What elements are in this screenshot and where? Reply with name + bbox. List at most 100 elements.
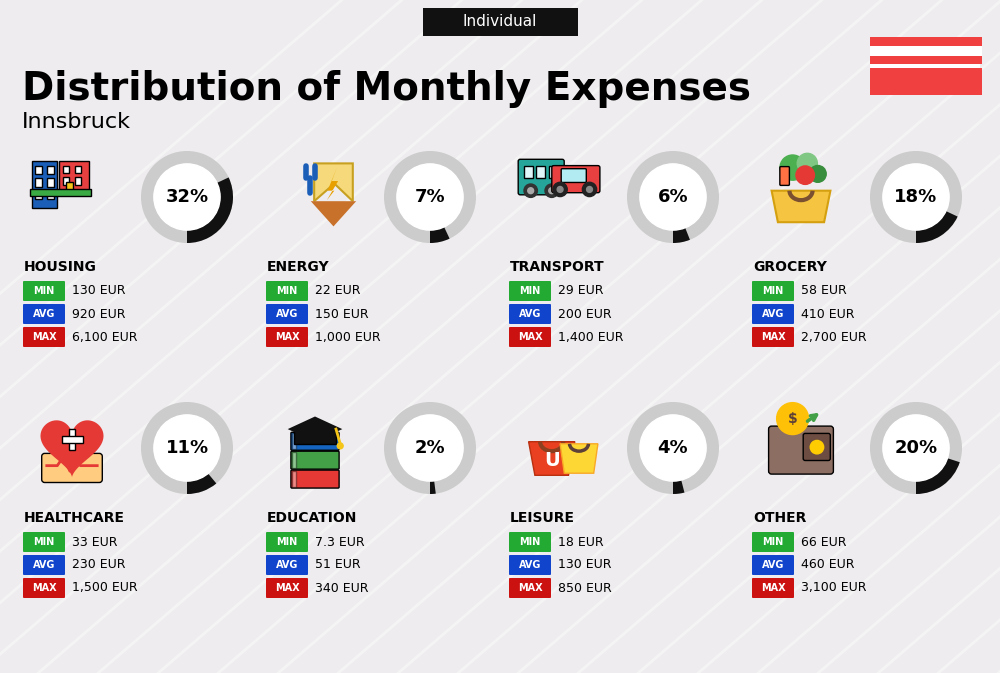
- Text: MIN: MIN: [33, 537, 55, 547]
- Text: AVG: AVG: [276, 560, 298, 570]
- Text: TRANSPORT: TRANSPORT: [510, 260, 605, 274]
- FancyBboxPatch shape: [66, 182, 73, 190]
- FancyBboxPatch shape: [23, 532, 65, 552]
- FancyBboxPatch shape: [266, 578, 308, 598]
- Wedge shape: [916, 458, 960, 494]
- Circle shape: [640, 415, 706, 481]
- FancyBboxPatch shape: [870, 38, 980, 68]
- Circle shape: [797, 153, 817, 174]
- FancyBboxPatch shape: [266, 327, 308, 347]
- FancyBboxPatch shape: [769, 426, 833, 474]
- Text: Distribution of Monthly Expenses: Distribution of Monthly Expenses: [22, 70, 751, 108]
- Text: 18 EUR: 18 EUR: [558, 536, 604, 548]
- Text: MIN: MIN: [762, 537, 784, 547]
- Text: 1,500 EUR: 1,500 EUR: [72, 581, 138, 594]
- FancyBboxPatch shape: [292, 452, 296, 468]
- FancyBboxPatch shape: [294, 431, 336, 444]
- FancyBboxPatch shape: [509, 578, 551, 598]
- FancyBboxPatch shape: [291, 432, 339, 450]
- Circle shape: [777, 402, 809, 435]
- FancyBboxPatch shape: [752, 327, 794, 347]
- Text: AVG: AVG: [33, 560, 55, 570]
- Text: HOUSING: HOUSING: [24, 260, 97, 274]
- FancyBboxPatch shape: [59, 162, 89, 190]
- Circle shape: [587, 186, 592, 192]
- FancyBboxPatch shape: [870, 68, 982, 95]
- Text: 230 EUR: 230 EUR: [72, 559, 126, 571]
- Polygon shape: [772, 190, 830, 222]
- Circle shape: [524, 184, 537, 197]
- Circle shape: [397, 164, 463, 230]
- Wedge shape: [384, 151, 476, 243]
- Text: 2%: 2%: [415, 439, 445, 457]
- Wedge shape: [430, 227, 450, 243]
- FancyBboxPatch shape: [35, 166, 42, 174]
- Text: HEALTHCARE: HEALTHCARE: [24, 511, 125, 525]
- Text: 200 EUR: 200 EUR: [558, 308, 612, 320]
- Text: AVG: AVG: [276, 309, 298, 319]
- Text: MAX: MAX: [275, 583, 299, 593]
- Text: AVG: AVG: [519, 309, 541, 319]
- Text: MAX: MAX: [518, 332, 542, 342]
- Circle shape: [154, 415, 220, 481]
- Text: Individual: Individual: [463, 15, 537, 30]
- FancyBboxPatch shape: [63, 166, 69, 173]
- FancyBboxPatch shape: [69, 429, 75, 450]
- FancyBboxPatch shape: [422, 8, 578, 36]
- Circle shape: [545, 184, 558, 197]
- Text: 1,400 EUR: 1,400 EUR: [558, 330, 624, 343]
- FancyBboxPatch shape: [509, 304, 551, 324]
- FancyBboxPatch shape: [870, 38, 980, 68]
- Wedge shape: [187, 178, 233, 243]
- Text: 7%: 7%: [415, 188, 445, 206]
- FancyBboxPatch shape: [23, 327, 65, 347]
- Text: MIN: MIN: [276, 537, 298, 547]
- Text: 1,000 EUR: 1,000 EUR: [315, 330, 381, 343]
- FancyBboxPatch shape: [47, 166, 54, 174]
- FancyBboxPatch shape: [63, 177, 69, 185]
- Circle shape: [528, 188, 534, 194]
- Polygon shape: [41, 421, 103, 477]
- Text: MAX: MAX: [275, 332, 299, 342]
- Text: 3,100 EUR: 3,100 EUR: [801, 581, 866, 594]
- FancyBboxPatch shape: [62, 436, 82, 443]
- Text: 460 EUR: 460 EUR: [801, 559, 854, 571]
- Circle shape: [809, 166, 826, 182]
- Text: MIN: MIN: [519, 537, 541, 547]
- FancyBboxPatch shape: [509, 555, 551, 575]
- Circle shape: [810, 440, 824, 454]
- Text: 22 EUR: 22 EUR: [315, 285, 360, 297]
- Text: 29 EUR: 29 EUR: [558, 285, 604, 297]
- FancyBboxPatch shape: [752, 555, 794, 575]
- Text: MAX: MAX: [518, 583, 542, 593]
- Wedge shape: [870, 151, 962, 243]
- FancyBboxPatch shape: [780, 167, 789, 185]
- Text: AVG: AVG: [33, 309, 55, 319]
- FancyBboxPatch shape: [552, 166, 600, 192]
- Wedge shape: [916, 211, 958, 243]
- Circle shape: [883, 164, 949, 230]
- Text: 6,100 EUR: 6,100 EUR: [72, 330, 138, 343]
- Text: 6%: 6%: [658, 188, 688, 206]
- FancyBboxPatch shape: [35, 178, 42, 186]
- Text: 130 EUR: 130 EUR: [72, 285, 126, 297]
- Text: 32%: 32%: [165, 188, 209, 206]
- Wedge shape: [187, 474, 216, 494]
- FancyBboxPatch shape: [509, 281, 551, 301]
- FancyBboxPatch shape: [291, 470, 339, 488]
- Wedge shape: [141, 151, 233, 243]
- FancyBboxPatch shape: [292, 433, 296, 450]
- Polygon shape: [314, 164, 353, 201]
- FancyBboxPatch shape: [524, 166, 533, 178]
- Text: ENERGY: ENERGY: [267, 260, 330, 274]
- FancyBboxPatch shape: [23, 304, 65, 324]
- Circle shape: [640, 164, 706, 230]
- Text: AVG: AVG: [762, 560, 784, 570]
- FancyBboxPatch shape: [266, 555, 308, 575]
- FancyBboxPatch shape: [23, 555, 65, 575]
- Wedge shape: [627, 151, 719, 243]
- FancyBboxPatch shape: [32, 162, 57, 207]
- FancyBboxPatch shape: [291, 451, 339, 469]
- Circle shape: [397, 415, 463, 481]
- FancyBboxPatch shape: [266, 281, 308, 301]
